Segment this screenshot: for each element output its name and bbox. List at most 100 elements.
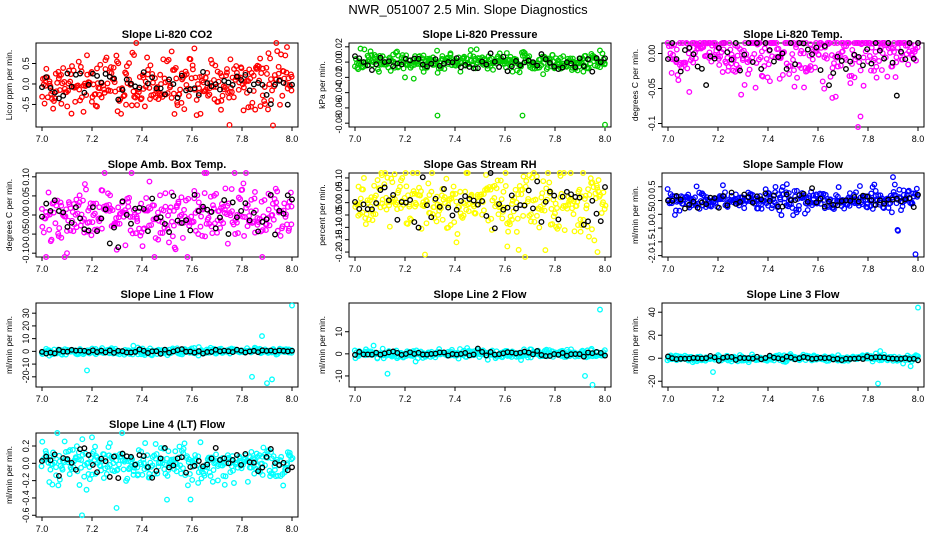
data-point bbox=[676, 40, 683, 46]
data-point-black bbox=[272, 231, 279, 238]
data-point-black bbox=[43, 200, 50, 207]
data-point-black bbox=[161, 445, 168, 451]
data-point bbox=[264, 70, 270, 77]
data-point-black bbox=[242, 200, 249, 207]
data-point bbox=[270, 216, 277, 223]
y-tick-label: 0.0 bbox=[21, 457, 31, 470]
data-point-black bbox=[487, 349, 494, 355]
data-point-black bbox=[415, 224, 422, 231]
data-point-black bbox=[457, 64, 464, 71]
data-point bbox=[270, 122, 276, 129]
data-point-black bbox=[102, 206, 109, 213]
data-point bbox=[436, 346, 443, 353]
data-point bbox=[58, 72, 65, 78]
data-point bbox=[263, 64, 270, 71]
data-point bbox=[80, 108, 87, 115]
data-point bbox=[451, 219, 458, 226]
data-point bbox=[259, 254, 266, 260]
data-point bbox=[889, 63, 896, 70]
data-point bbox=[549, 221, 556, 227]
data-point bbox=[509, 68, 516, 75]
data-point-black bbox=[43, 74, 50, 81]
data-point-black bbox=[102, 458, 109, 465]
data-point bbox=[262, 101, 269, 108]
data-point-black bbox=[191, 462, 198, 469]
data-point-black bbox=[221, 455, 228, 462]
data-point bbox=[144, 452, 151, 459]
data-point bbox=[746, 66, 753, 73]
data-point-black bbox=[72, 204, 79, 211]
data-point-black bbox=[673, 193, 680, 199]
data-point bbox=[265, 206, 272, 213]
data-point bbox=[381, 181, 388, 188]
panel-title: Slope Li-820 CO2 bbox=[122, 29, 212, 41]
data-point bbox=[157, 192, 163, 199]
data-point-black bbox=[504, 68, 511, 75]
outlier-point bbox=[875, 380, 881, 387]
data-point-black bbox=[98, 455, 105, 462]
data-point-black bbox=[157, 455, 164, 462]
data-point bbox=[260, 444, 267, 451]
data-point bbox=[79, 451, 86, 458]
x-tick-label: 8.0 bbox=[599, 134, 612, 144]
data-point bbox=[181, 440, 188, 447]
data-point-black bbox=[419, 174, 426, 181]
data-point-black bbox=[834, 202, 841, 209]
data-point-black bbox=[749, 199, 756, 206]
data-point bbox=[93, 200, 100, 207]
data-point-black bbox=[491, 58, 498, 65]
data-point bbox=[402, 170, 409, 176]
data-point bbox=[140, 456, 147, 463]
data-point bbox=[899, 56, 906, 63]
data-point bbox=[275, 70, 282, 77]
data-point bbox=[110, 64, 117, 71]
data-point-black bbox=[602, 55, 608, 62]
data-point-black bbox=[368, 67, 375, 73]
data-point bbox=[59, 466, 66, 473]
data-point-black bbox=[242, 450, 249, 457]
data-point bbox=[140, 460, 147, 467]
data-point bbox=[265, 50, 272, 57]
data-point-black bbox=[677, 68, 684, 75]
y-tick-label: 0.0 bbox=[21, 78, 31, 91]
data-point-black bbox=[221, 197, 228, 204]
data-point bbox=[209, 454, 216, 461]
data-point-black bbox=[390, 192, 397, 198]
data-point bbox=[43, 65, 50, 72]
x-tick-label: 8.0 bbox=[912, 134, 925, 144]
data-point bbox=[561, 227, 568, 234]
data-point bbox=[101, 170, 108, 176]
data-point bbox=[372, 192, 379, 199]
data-point bbox=[282, 52, 289, 59]
data-point bbox=[379, 345, 386, 352]
data-point-black bbox=[542, 198, 549, 205]
data-point-black bbox=[157, 350, 164, 357]
data-point bbox=[575, 222, 581, 228]
data-point bbox=[708, 203, 715, 210]
data-point-black bbox=[504, 204, 511, 211]
data-point bbox=[582, 192, 589, 199]
data-point bbox=[207, 193, 214, 200]
data-point-black bbox=[546, 188, 553, 195]
data-point bbox=[168, 48, 175, 55]
data-point bbox=[891, 181, 898, 188]
x-tick-label: 7.4 bbox=[762, 134, 775, 144]
x-tick-label: 7.6 bbox=[186, 134, 199, 144]
data-point-black bbox=[229, 349, 236, 356]
data-point-black bbox=[453, 206, 460, 213]
data-point bbox=[494, 177, 501, 184]
data-point-black bbox=[779, 203, 786, 210]
data-point bbox=[434, 47, 441, 54]
data-point-black bbox=[462, 193, 469, 200]
data-point-black bbox=[390, 63, 397, 70]
data-point-black bbox=[153, 467, 160, 474]
data-point bbox=[791, 83, 798, 90]
data-point bbox=[89, 219, 96, 226]
data-point-black bbox=[89, 204, 96, 211]
data-point-black bbox=[893, 92, 900, 99]
data-point bbox=[91, 210, 98, 217]
data-point bbox=[146, 178, 153, 185]
data-point bbox=[776, 75, 783, 82]
